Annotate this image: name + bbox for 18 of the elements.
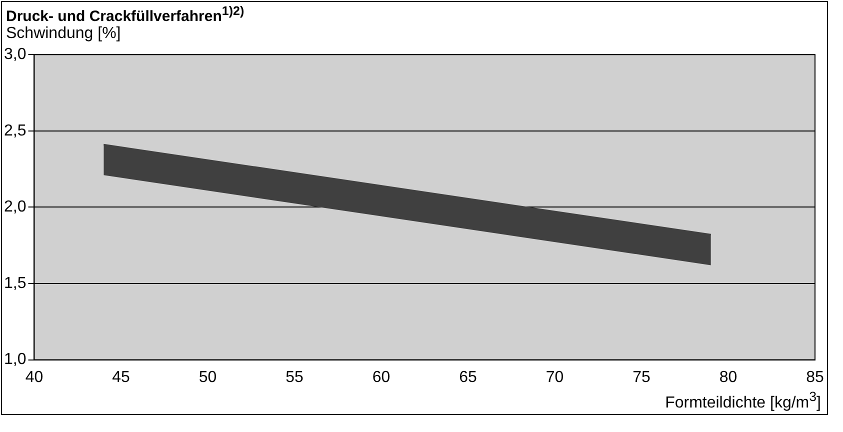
y-tick-label: 1,5 [4, 274, 26, 292]
y-tick-label: 1,0 [4, 351, 26, 368]
x-tick-label: 75 [632, 368, 650, 386]
x-tick-label: 45 [112, 368, 130, 386]
x-axis-title: Formteildichte [kg/m$^{3}$] [664, 389, 822, 414]
x-tick-label: 85 [806, 368, 824, 386]
x-tick-label: 65 [459, 368, 477, 386]
x-tick-label: 80 [719, 368, 738, 386]
x-tick-label: 60 [372, 368, 390, 386]
chart-title: Druck- und Crackfüllverfahren$^{1)2)}$ [5, 3, 246, 25]
y-tick-label: 2,5 [4, 122, 26, 140]
y-tick-label: 2,0 [4, 198, 26, 216]
x-tick-label: 55 [286, 368, 304, 386]
x-tick-label: 40 [25, 368, 44, 386]
x-tick-label: 50 [198, 368, 217, 386]
y-axis-title: Schwindung [%] [5, 25, 122, 43]
y-tick-label: 3,0 [4, 46, 26, 64]
x-tick-label: 70 [546, 368, 564, 386]
